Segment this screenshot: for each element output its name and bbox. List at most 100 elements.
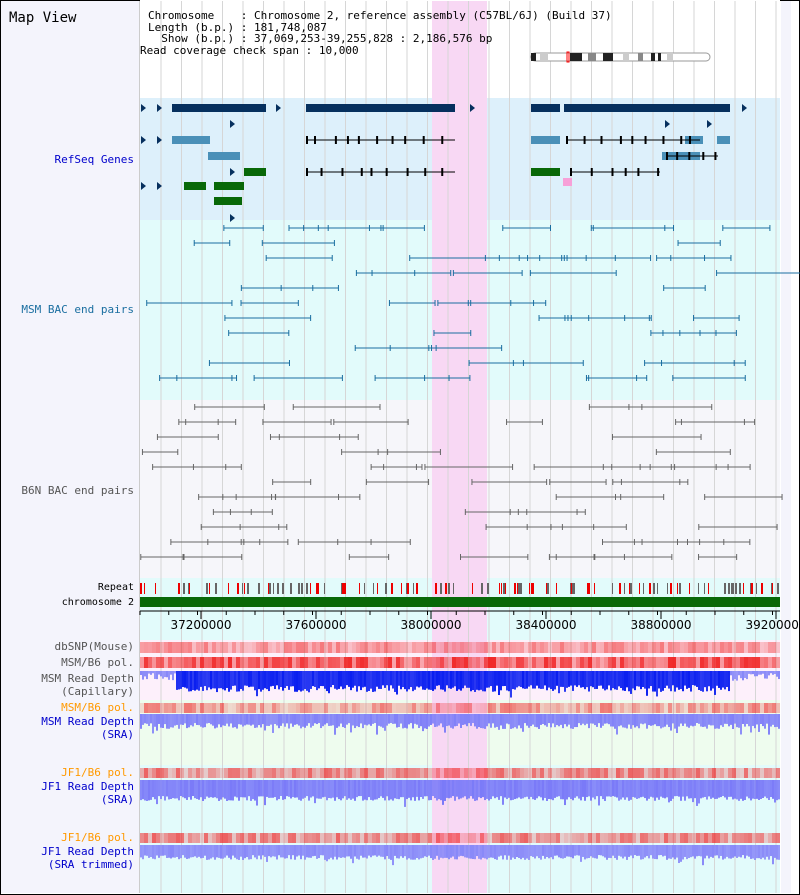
heat-cell — [396, 833, 400, 843]
heat-cell — [728, 833, 732, 843]
heat-cell — [532, 642, 536, 653]
depth-bar — [618, 714, 620, 727]
gene-exon — [688, 152, 691, 160]
heat-cell — [188, 833, 192, 843]
depth-bar — [196, 780, 198, 799]
depth-bar — [364, 714, 366, 725]
gene-exon — [306, 136, 308, 144]
heat-cell — [752, 768, 756, 778]
depth-bar — [386, 714, 388, 726]
depth-bar — [318, 780, 320, 799]
heat-cell — [436, 642, 440, 653]
heat-cell — [480, 768, 484, 778]
depth-bar — [708, 714, 710, 725]
heat-cell — [764, 768, 768, 778]
depth-bar — [354, 714, 356, 729]
depth-bar — [576, 671, 578, 687]
depth-bar — [656, 845, 658, 860]
heat-cell — [288, 768, 292, 778]
depth-bar — [764, 714, 766, 729]
depth-bar — [654, 714, 656, 725]
track-label-msm-bac[interactable]: MSM BAC end pairs — [21, 303, 134, 316]
track-label-b6n-bac[interactable]: B6N BAC end pairs — [21, 484, 134, 497]
heat-cell — [464, 642, 468, 653]
heat-cell — [236, 657, 240, 668]
heat-cell — [164, 642, 168, 653]
heat-cell — [444, 833, 448, 843]
depth-bar — [366, 714, 368, 726]
depth-bar — [506, 845, 508, 860]
repeat-element — [589, 583, 590, 594]
depth-bar — [422, 845, 424, 858]
depth-bar — [498, 780, 500, 800]
depth-bar — [688, 845, 690, 858]
msm-bac-features — [146, 225, 800, 381]
heat-cell — [256, 657, 260, 668]
heat-cell — [224, 768, 228, 778]
depth-bar — [640, 671, 642, 690]
depth-bar — [578, 671, 580, 686]
gene-exon — [611, 168, 614, 176]
depth-bar — [636, 780, 638, 799]
heat-cell — [400, 657, 404, 668]
heat-cell — [772, 768, 776, 778]
depth-bar — [180, 671, 182, 689]
depth-bar — [512, 671, 514, 690]
heat-cell — [252, 703, 256, 713]
depth-bar — [374, 714, 376, 724]
depth-bar — [488, 671, 490, 688]
depth-bar — [400, 845, 402, 857]
heat-cell — [280, 642, 284, 653]
heat-cell — [712, 833, 716, 843]
depth-bar — [548, 671, 550, 688]
depth-bar — [676, 780, 678, 797]
heat-cell — [692, 657, 696, 668]
depth-bar — [724, 671, 726, 690]
depth-bar — [692, 671, 694, 686]
depth-bar — [204, 780, 206, 800]
depth-bar — [360, 845, 362, 856]
heat-cell — [476, 642, 480, 653]
depth-bar — [754, 780, 756, 800]
heat-cell — [740, 703, 744, 713]
depth-bar — [574, 780, 576, 798]
depth-bar — [724, 845, 726, 859]
depth-bar — [486, 671, 488, 688]
heat-cell — [432, 833, 436, 843]
gene-exon-block — [306, 104, 455, 112]
heat-cell — [556, 657, 560, 668]
depth-bar — [220, 714, 222, 728]
depth-bar — [370, 671, 372, 689]
heat-cell — [248, 703, 252, 713]
gene-exon — [600, 136, 603, 144]
depth-bar — [232, 714, 234, 728]
depth-bar — [712, 671, 714, 689]
depth-bar — [564, 714, 566, 725]
depth-bar — [518, 845, 520, 859]
heat-cell — [704, 768, 708, 778]
depth-bar — [560, 845, 562, 859]
heat-cell — [252, 768, 256, 778]
heat-cell — [176, 768, 180, 778]
depth-bar — [610, 671, 612, 691]
depth-bar — [156, 845, 158, 856]
depth-bar — [532, 714, 534, 725]
heat-cell — [440, 833, 444, 843]
repeat-element — [472, 583, 473, 594]
depth-bar — [774, 671, 776, 675]
heat-cell — [392, 833, 396, 843]
heat-cell — [324, 703, 328, 713]
track-label-refseq[interactable]: RefSeq Genes — [54, 153, 134, 166]
depth-bar — [386, 780, 388, 797]
depth-bar — [398, 714, 400, 728]
heat-cell — [372, 642, 376, 653]
depth-bar — [750, 845, 752, 859]
depth-bar — [548, 714, 550, 724]
depth-bar — [652, 845, 654, 859]
depth-bar — [336, 780, 338, 798]
heat-cell — [608, 833, 612, 843]
heat-cell — [216, 833, 220, 843]
heat-cell — [440, 768, 444, 778]
depth-bar — [770, 714, 772, 727]
